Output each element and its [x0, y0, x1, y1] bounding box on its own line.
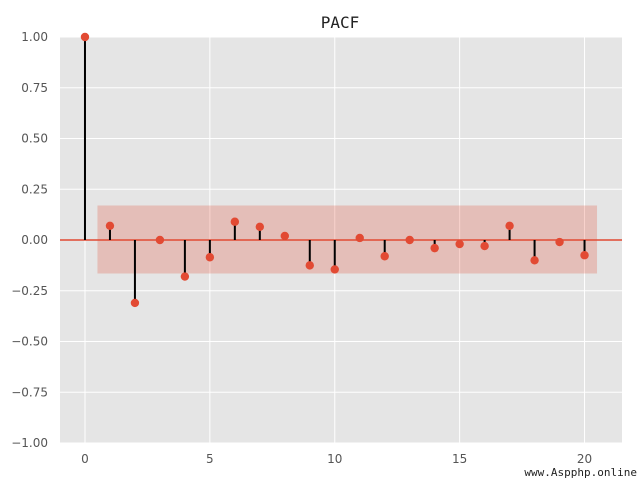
data-point-marker: [305, 261, 314, 270]
data-point-marker: [455, 239, 464, 249]
y-tick-label: 0.75: [21, 81, 48, 95]
y-axis-ticks: −1.00 −0.75 −0.50 −0.25 0.00 0.25 0.50 0.75 1.00: [11, 30, 48, 450]
markers-layer: [80, 32, 589, 308]
x-tick-label: 10: [327, 452, 342, 466]
data-point-marker: [155, 235, 165, 245]
x-tick-label: 0: [81, 452, 89, 466]
y-tick-label: 1.00: [21, 30, 48, 44]
data-point-marker: [530, 256, 539, 265]
y-tick-label: −0.75: [11, 385, 48, 399]
x-tick-label: 20: [577, 452, 592, 466]
data-point-marker: [380, 252, 389, 261]
data-point-marker: [180, 272, 190, 281]
data-point-marker: [580, 251, 589, 260]
data-point-marker: [555, 237, 564, 247]
watermark: www.Aspphp.online: [524, 466, 637, 479]
data-point-marker: [105, 221, 115, 230]
y-tick-label: 0.25: [21, 182, 48, 196]
x-tick-label: 5: [206, 452, 214, 466]
chart-title: PACF: [321, 13, 360, 32]
data-point-marker: [505, 221, 514, 230]
y-tick-label: −1.00: [11, 436, 48, 450]
data-point-marker: [330, 265, 339, 274]
x-axis-ticks: 0 5 10 15 20: [81, 452, 592, 466]
data-point-marker: [80, 32, 90, 42]
data-point-marker: [230, 217, 240, 226]
y-tick-label: 0.50: [21, 132, 48, 146]
y-tick-label: 0.00: [21, 233, 48, 247]
y-tick-label: −0.25: [11, 284, 48, 298]
y-tick-label: −0.50: [11, 335, 48, 349]
data-point-marker: [255, 222, 265, 232]
data-point-marker: [480, 241, 489, 251]
data-point-marker: [430, 243, 439, 253]
data-point-marker: [280, 231, 289, 241]
data-point-marker: [130, 298, 140, 308]
data-point-marker: [355, 233, 364, 243]
data-point-marker: [405, 235, 414, 245]
x-tick-label: 15: [452, 452, 467, 466]
data-point-marker: [205, 253, 215, 262]
